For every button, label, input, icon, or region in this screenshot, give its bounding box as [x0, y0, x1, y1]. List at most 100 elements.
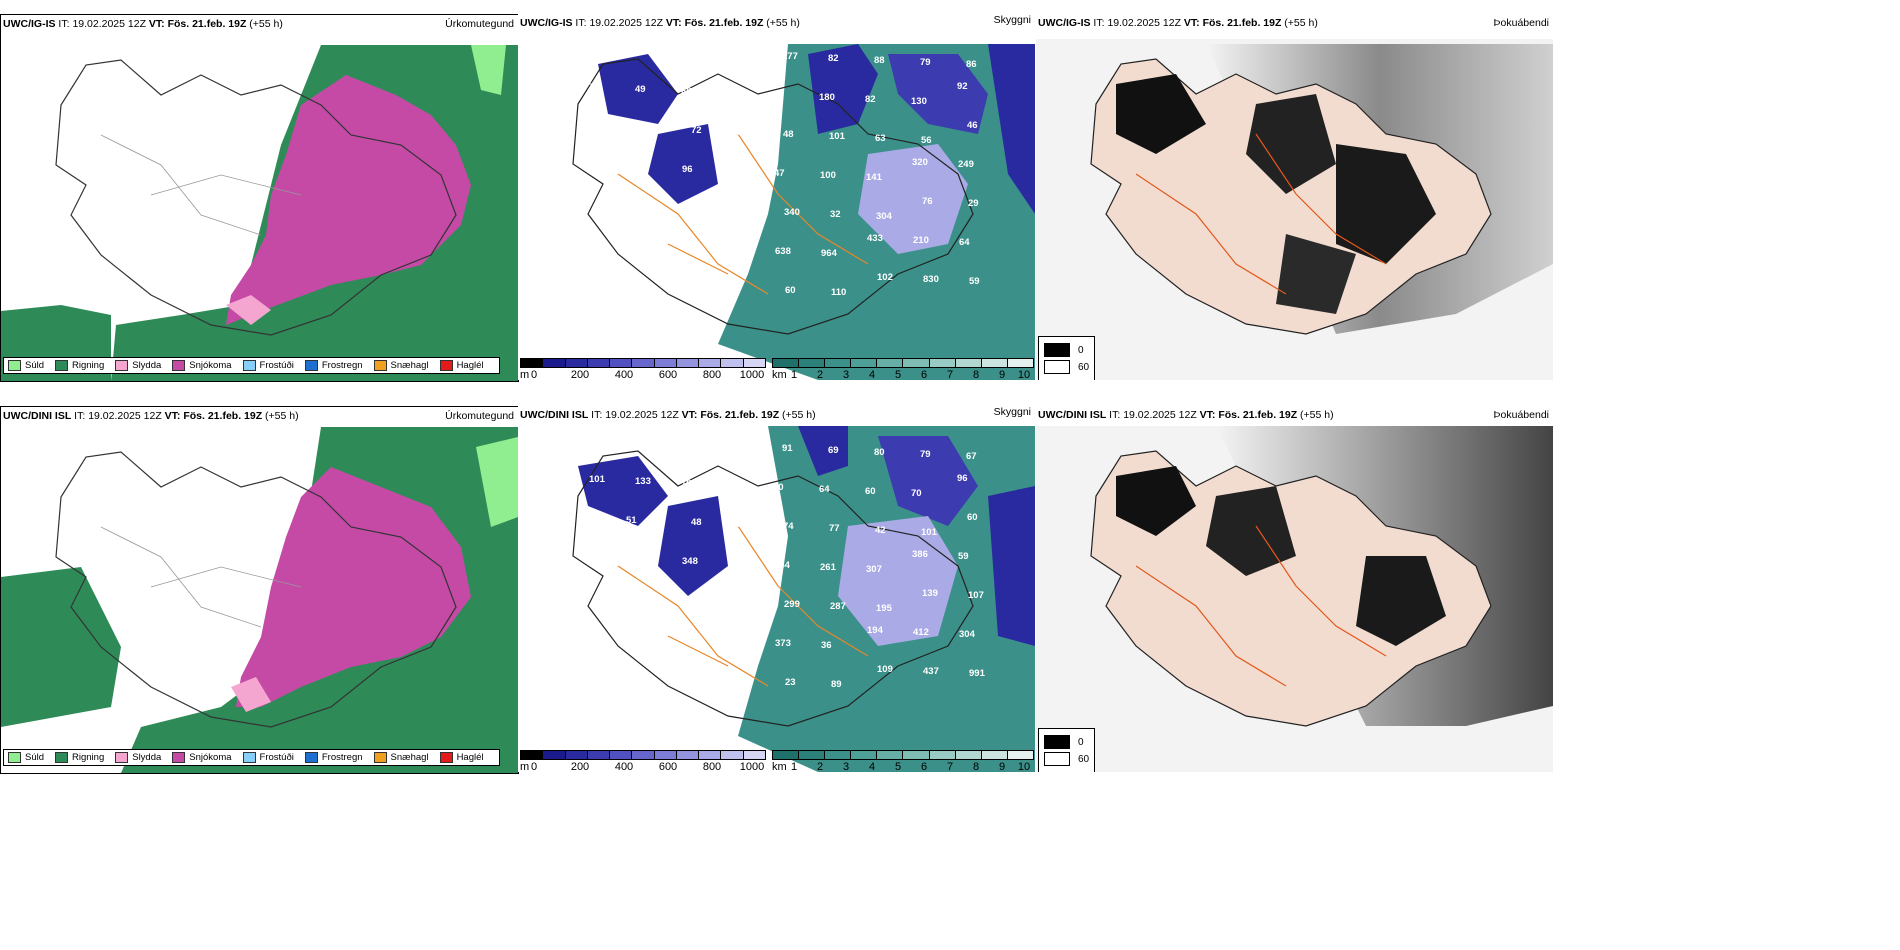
height-label: 64	[959, 237, 970, 248]
height-label: 257	[729, 636, 745, 647]
scale-box	[877, 751, 904, 759]
height-label: 69	[828, 445, 839, 456]
height-label: 206	[582, 277, 598, 288]
legend-swatch	[8, 752, 21, 763]
legend-swatch	[8, 360, 21, 371]
scale-box	[955, 751, 982, 759]
height-label: 304	[959, 629, 976, 640]
legend-swatch	[439, 752, 453, 763]
color-scale-km: km 1 2 3 4 5 6 7 8 9 10	[772, 750, 1034, 772]
legend-item: Snæhagl	[373, 752, 429, 763]
scale-box	[773, 359, 800, 367]
height-label: 95	[637, 632, 648, 643]
scale-box	[654, 751, 677, 759]
height-label: 307	[866, 564, 882, 575]
fog-legend: 0 60	[1038, 336, 1096, 380]
height-labels: 229 208 179 84 91 69 80 79 67 101 133 198 218 80 64 60 7…	[579, 435, 986, 719]
height-label: 37	[637, 240, 648, 251]
legend-item: Slydda	[115, 360, 161, 371]
height-label: 100	[820, 170, 836, 181]
height-label: 93	[626, 123, 637, 134]
height-label: 638	[775, 246, 791, 257]
height-label: 124	[690, 47, 707, 58]
panel-title: UWC/IG-IS IT: 19.02.2025 12Z VT: Fös. 21…	[520, 17, 800, 29]
height-label: 96	[957, 473, 968, 484]
height-label: 304	[876, 211, 893, 222]
height-label: 397	[590, 552, 606, 563]
height-label: 177	[782, 51, 798, 62]
scale-box	[929, 359, 956, 367]
height-label: 195	[876, 603, 893, 614]
fog-index-canvas	[1036, 426, 1553, 772]
precip-map-canvas	[1, 45, 518, 381]
height-label: 32	[830, 209, 841, 220]
scale-box	[851, 359, 878, 367]
scale-box	[587, 359, 611, 367]
height-label: 76	[922, 196, 933, 207]
height-label: 885	[636, 554, 653, 565]
scale-box	[721, 359, 744, 367]
height-label: 53	[738, 205, 749, 216]
height-label: 643	[729, 244, 745, 255]
legend-swatch	[373, 360, 387, 371]
scale-box	[632, 359, 655, 367]
height-label: 208	[644, 437, 660, 448]
legend-item: Frostúði	[242, 360, 294, 371]
panel-title: UWC/IG-IS IT: 19.02.2025 12Z VT: Fös. 21…	[3, 18, 283, 30]
height-label: 389	[683, 634, 699, 645]
height-label: 170	[627, 593, 643, 604]
height-label: 54	[581, 199, 592, 210]
height-label: 180	[819, 92, 835, 103]
legend-swatch	[373, 752, 387, 763]
height-label: 299	[784, 599, 800, 610]
scale-box	[825, 751, 852, 759]
scale-box	[699, 359, 722, 367]
height-label: 100	[580, 513, 596, 524]
height-label: 89	[831, 679, 842, 690]
panel-title: UWC/DINI ISL IT: 19.02.2025 12Z VT: Fös.…	[520, 409, 816, 421]
height-label: 261	[820, 562, 837, 573]
height-label: 210	[913, 235, 929, 246]
legend-item: Snjókoma	[172, 360, 232, 371]
height-label: 991	[969, 668, 986, 679]
scale-box	[955, 359, 982, 367]
legend-item: Haglél	[439, 360, 484, 371]
scale-box	[981, 359, 1008, 367]
scale-box	[721, 751, 744, 759]
height-label: 42	[875, 525, 886, 536]
height-label: 68	[681, 86, 692, 97]
height-labels: 111 105 124 121 177 82 88 79 86 72 49 68 55 59 180 82 13…	[579, 43, 980, 298]
legend-swatch	[242, 360, 256, 371]
scale-box	[773, 751, 800, 759]
legend-swatch	[55, 360, 69, 371]
height-label: 133	[635, 476, 651, 487]
legend-swatch	[115, 752, 129, 763]
height-label: 79	[920, 449, 931, 460]
height-label: 139	[922, 588, 938, 599]
scale-box	[543, 359, 566, 367]
fog-index-canvas	[1036, 39, 1553, 380]
scale-box	[1007, 751, 1033, 759]
height-label: 194	[867, 625, 884, 636]
height-label: 412	[913, 627, 929, 638]
legend-item: Snjókoma	[172, 752, 232, 763]
height-label: 198	[681, 478, 697, 489]
scale-box	[587, 751, 611, 759]
legend-item: Frostregn	[304, 752, 363, 763]
height-label: 299	[591, 238, 607, 249]
height-label: 107	[968, 590, 984, 601]
legend-item: Snæhagl	[373, 360, 429, 371]
height-label: 77	[829, 523, 840, 534]
height-label: 67	[966, 451, 977, 462]
cloud-base-canvas: 229 208 179 84 91 69 80 79 67 101 133 198 218 80 64 60 7…	[572, 426, 1035, 772]
cloud-base-map-row1: UWC/DINI ISL IT: 19.02.2025 12Z VT: Fös.…	[518, 406, 1035, 772]
legend-item: Súld	[8, 752, 44, 763]
height-label: 66	[580, 121, 591, 132]
height-label: 72	[691, 125, 702, 136]
height-label: 130	[911, 96, 927, 107]
scale-box	[799, 359, 826, 367]
height-label: 56	[921, 135, 932, 146]
height-label: 88	[874, 55, 885, 66]
height-label: 96	[682, 164, 693, 175]
legend-item: Rigning	[55, 360, 104, 371]
